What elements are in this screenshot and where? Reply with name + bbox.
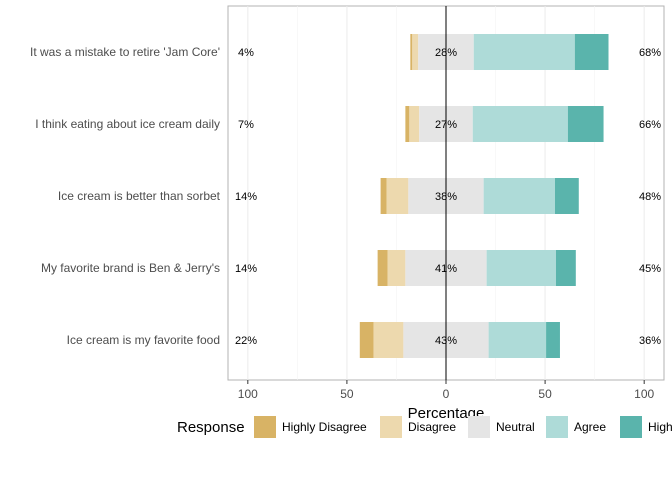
x-tick-label: 50 bbox=[340, 387, 354, 401]
legend-label-neutral: Neutral bbox=[496, 420, 535, 434]
bar-segment-highly-disagree bbox=[380, 178, 387, 214]
neutral-percent-label: 41% bbox=[435, 263, 457, 275]
legend-swatch-disagree bbox=[380, 416, 402, 438]
high-percent-label: 48% bbox=[639, 191, 661, 203]
legend-label-highly-agree: Highly Agree bbox=[648, 420, 672, 434]
y-tick-label: My favorite brand is Ben & Jerry's bbox=[41, 261, 220, 275]
bar-segment-highly-agree bbox=[567, 106, 604, 142]
bar-segment-disagree bbox=[386, 178, 409, 214]
bar-labels: 4% 28% 68% 7% 27% 66% 14% 38% 48% 14% 41% 45% 22% 43%… bbox=[235, 47, 661, 347]
y-tick-label: I think eating about ice cream daily bbox=[35, 117, 220, 131]
bar-segment-highly-disagree bbox=[377, 250, 388, 286]
legend-swatch-highly-disagree bbox=[254, 416, 276, 438]
bar-segment-highly-agree bbox=[555, 250, 576, 286]
bar-segment-highly-agree bbox=[574, 34, 609, 70]
legend-label-disagree: Disagree bbox=[408, 420, 456, 434]
legend-swatch-highly-agree bbox=[620, 416, 642, 438]
neutral-percent-label: 38% bbox=[435, 191, 457, 203]
high-percent-label: 66% bbox=[639, 119, 661, 131]
bar-segment-agree bbox=[472, 106, 568, 142]
legend-title: Response bbox=[177, 419, 245, 436]
neutral-percent-label: 28% bbox=[435, 47, 457, 59]
bars bbox=[359, 6, 609, 380]
legend-swatch-agree bbox=[546, 416, 568, 438]
low-percent-label: 22% bbox=[235, 335, 257, 347]
y-tick-label: Ice cream is better than sorbet bbox=[58, 189, 221, 203]
neutral-percent-label: 43% bbox=[435, 335, 457, 347]
bar-segment-agree bbox=[473, 34, 575, 70]
low-percent-label: 7% bbox=[238, 119, 254, 131]
legend-label-highly-disagree: Highly Disagree bbox=[282, 420, 367, 434]
bar-segment-disagree bbox=[409, 106, 420, 142]
bar-segment-disagree bbox=[373, 322, 404, 358]
bar-segment-agree bbox=[488, 322, 547, 358]
x-tick-label: 50 bbox=[538, 387, 552, 401]
neutral-percent-label: 27% bbox=[435, 119, 457, 131]
bar-segment-agree bbox=[486, 250, 556, 286]
bar-segment-highly-disagree bbox=[405, 106, 410, 142]
x-tick-label: 100 bbox=[238, 387, 258, 401]
x-axis-title: Percentage bbox=[408, 405, 485, 422]
bar-segment-agree bbox=[483, 178, 555, 214]
y-tick-label: It was a mistake to retire 'Jam Core' bbox=[30, 45, 220, 59]
bar-segment-disagree bbox=[387, 250, 406, 286]
x-tick-label: 0 bbox=[443, 387, 450, 401]
high-percent-label: 45% bbox=[639, 263, 661, 275]
low-percent-label: 4% bbox=[238, 47, 254, 59]
high-percent-label: 36% bbox=[639, 335, 661, 347]
x-tick-label: 100 bbox=[634, 387, 654, 401]
bar-segment-highly-disagree bbox=[359, 322, 374, 358]
low-percent-label: 14% bbox=[235, 263, 257, 275]
bar-segment-highly-agree bbox=[546, 322, 560, 358]
legend-label-agree: Agree bbox=[574, 420, 606, 434]
legend-swatch-neutral bbox=[468, 416, 490, 438]
high-percent-label: 68% bbox=[639, 47, 661, 59]
low-percent-label: 14% bbox=[235, 191, 257, 203]
y-tick-label: Ice cream is my favorite food bbox=[67, 333, 220, 347]
bar-segment-disagree bbox=[412, 34, 419, 70]
axes: It was a mistake to retire 'Jam Core' I t… bbox=[30, 45, 654, 422]
bar-segment-highly-disagree bbox=[410, 34, 413, 70]
bar-segment-highly-agree bbox=[555, 178, 579, 214]
legend: Response Highly Disagree Disagree Neutral Ag… bbox=[177, 416, 672, 438]
